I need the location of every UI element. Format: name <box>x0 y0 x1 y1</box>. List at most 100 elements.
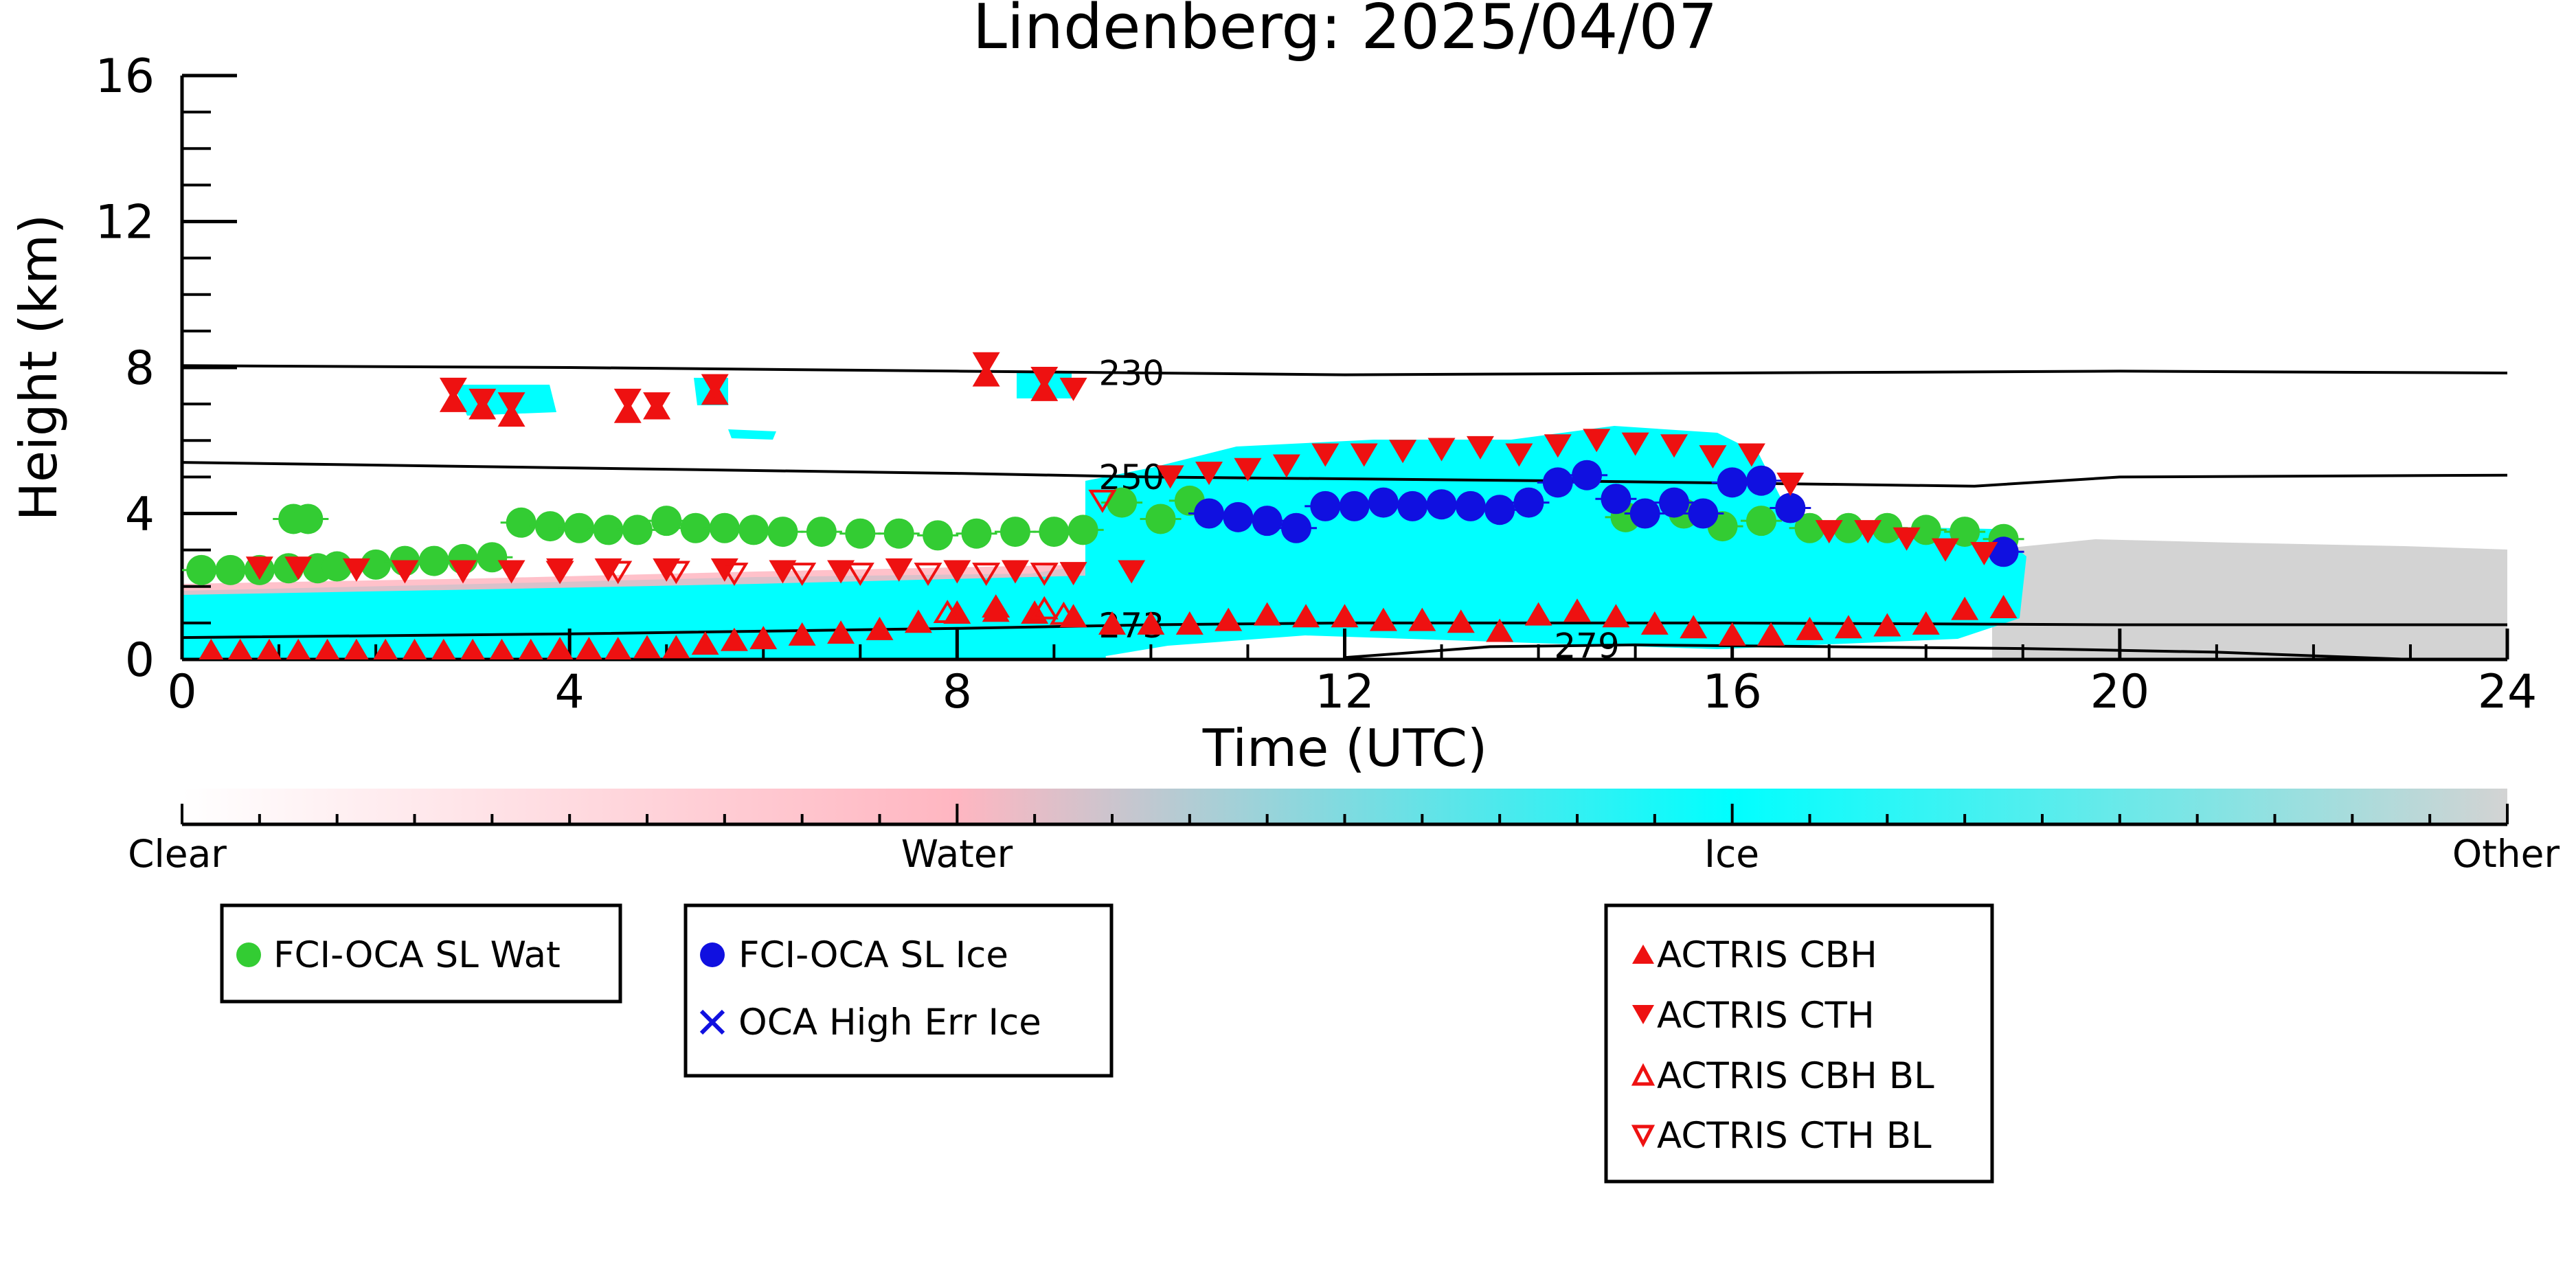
marker-fci-oca-sl-ice <box>1426 489 1457 520</box>
marker-actris-cth <box>1195 462 1223 486</box>
legend-marker-cth-bl <box>1631 1125 1656 1148</box>
marker-fci-oca-sl-ice <box>1601 484 1631 515</box>
marker-fci-oca-sl-wat <box>923 520 953 551</box>
marker-actris-cbh <box>286 638 311 659</box>
marker-actris-cth <box>1389 440 1417 464</box>
legend-label-cbh-bl: ACTRIS CBH BL <box>1657 1055 1934 1097</box>
marker-fci-oca-sl-ice <box>1484 495 1515 526</box>
contour-273 <box>182 621 2507 640</box>
marker-fci-oca-sl-wat <box>564 512 595 543</box>
marker-actris-cbh <box>1447 609 1475 633</box>
marker-actris-cbh <box>1873 613 1901 637</box>
x-axis-label: Time (UTC) <box>1202 718 1488 778</box>
marker-actris-cth <box>1156 465 1184 489</box>
marker-actris-cth <box>943 560 971 584</box>
marker-actris-cth <box>701 374 729 398</box>
colorbar-label-other: Other <box>2452 832 2560 876</box>
marker-actris-cth <box>885 558 913 582</box>
marker-fci-oca-sl-wat <box>506 507 536 538</box>
marker-actris-cth <box>1059 377 1087 401</box>
marker-actris-cbh <box>1175 611 1204 635</box>
marker-actris-cbh <box>227 638 253 659</box>
marker-actris-cbh <box>431 638 456 659</box>
marker-fci-oca-sl-wat <box>361 549 392 580</box>
marker-actris-cth <box>769 560 797 584</box>
marker-actris-cbh <box>1292 604 1320 628</box>
marker-actris-cth <box>1854 520 1882 544</box>
y-tick-label: 16 <box>95 49 155 104</box>
x-ticks: 0 4 8 12 16 20 24 <box>167 629 2537 719</box>
y-tick-label: 12 <box>95 196 155 250</box>
marker-actris-cbh <box>866 616 894 640</box>
marker-actris-cth <box>1350 443 1378 467</box>
marker-fci-oca-sl-wat <box>709 512 740 543</box>
x-tick-label: 24 <box>2478 665 2538 719</box>
marker-actris-cth <box>613 388 642 412</box>
marker-actris-cth <box>1931 538 1959 562</box>
y-tick-label: 8 <box>125 341 155 396</box>
marker-fci-oca-sl-wat <box>1745 506 1776 536</box>
marker-fci-oca-sl-wat <box>186 554 217 585</box>
marker-fci-oca-sl-wat <box>418 545 449 576</box>
marker-fci-oca-sl-ice <box>1688 498 1719 529</box>
water-band <box>182 565 1085 595</box>
marker-actris-cbh <box>633 635 661 659</box>
marker-actris-cth <box>245 556 273 580</box>
marker-actris-cbh <box>827 620 855 644</box>
marker-actris-cth-bl <box>788 563 817 587</box>
marker-actris-cth-bl <box>1088 489 1117 513</box>
legend-marker-cbh-bl <box>1631 1063 1656 1086</box>
marker-actris-cth <box>1970 541 1998 565</box>
legend-marker-high-err <box>699 1009 725 1035</box>
marker-actris-cth <box>594 558 622 582</box>
legend-marker-sl-wat <box>236 942 261 967</box>
marker-actris-cbh <box>1718 622 1746 646</box>
marker-actris-cbh-bl <box>1049 601 1078 625</box>
marker-actris-cth <box>1001 560 1029 584</box>
x-tick-label: 20 <box>2090 665 2150 719</box>
marker-actris-cth <box>497 560 526 584</box>
marker-actris-cth <box>1699 445 1727 469</box>
marker-fci-oca-sl-wat <box>1910 515 1941 545</box>
legend-marker-cbh <box>1632 945 1654 964</box>
marker-fci-oca-sl-wat <box>738 515 769 545</box>
x-tick-label: 12 <box>1315 665 1375 719</box>
legend-label-cth: ACTRIS CTH <box>1657 995 1875 1037</box>
other-field <box>1992 539 2507 659</box>
legend-label-sl-wat: FCI-OCA SL Wat <box>273 934 561 976</box>
marker-actris-cth <box>1893 527 1921 551</box>
legend-marker-cth <box>1632 1005 1654 1024</box>
series-markers <box>182 352 2024 659</box>
marker-actris-cbh <box>576 637 602 659</box>
colorbar-label-clear: Clear <box>128 832 227 876</box>
marker-actris-cth-bl <box>720 563 749 587</box>
marker-actris-cbh <box>1059 604 1087 628</box>
marker-actris-cth-bl <box>972 563 1001 587</box>
marker-actris-cbh <box>518 638 543 659</box>
chart-title: Lindenberg: 2025/04/07 <box>973 0 1717 63</box>
marker-fci-oca-sl-ice <box>1368 487 1399 518</box>
legend-ice-box <box>683 903 1114 1078</box>
marker-fci-oca-sl-ice <box>1513 487 1544 518</box>
marker-fci-oca-sl-wat <box>534 511 565 542</box>
marker-actris-cbh <box>1331 604 1359 628</box>
marker-fci-oca-sl-ice <box>1455 490 1486 521</box>
marker-fci-oca-sl-ice <box>1988 536 2019 567</box>
marker-actris-cbh <box>943 600 971 624</box>
marker-actris-cth-bl <box>846 563 874 587</box>
marker-actris-cbh-bl <box>982 594 1010 618</box>
marker-actris-cth <box>1544 434 1572 458</box>
marker-actris-cth <box>643 392 671 416</box>
marker-fci-oca-sl-ice <box>1745 465 1776 496</box>
marker-actris-cbh <box>749 626 778 650</box>
marker-actris-cbh <box>373 638 398 659</box>
legend-label-cth-bl: ACTRIS CTH BL <box>1657 1115 1932 1157</box>
marker-fci-oca-sl-wat <box>961 518 992 549</box>
marker-actris-cbh <box>402 638 427 659</box>
marker-actris-cbh <box>315 638 340 659</box>
legend-water: FCI-OCA SL Wat <box>220 903 622 1004</box>
marker-actris-cbh <box>1214 607 1243 631</box>
marker-actris-cth <box>1583 429 1611 453</box>
marker-fci-oca-sl-wat <box>883 518 914 549</box>
cirrus-ice-4 <box>728 429 776 440</box>
